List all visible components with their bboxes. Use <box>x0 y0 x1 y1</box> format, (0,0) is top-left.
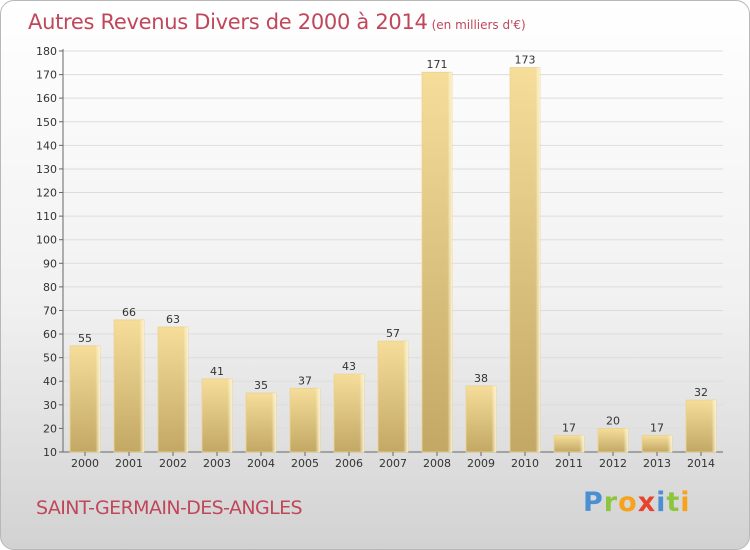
bar-highlight <box>70 345 100 452</box>
data-label: 17 <box>650 421 664 434</box>
logo-letter: i <box>680 487 691 518</box>
bars: 55 66 63 41 35 37 43 57 171 38 173 17 20 17 32 <box>69 54 717 453</box>
y-tick-label: 120 <box>36 187 57 200</box>
bar-highlight <box>598 428 628 452</box>
y-tick-label: 10 <box>43 446 57 459</box>
y-tick-label: 90 <box>43 257 57 270</box>
x-axis: 2000 2001 2002 2003 2004 2005 2006 2007 2008 2009… <box>71 452 715 470</box>
data-label: 20 <box>606 414 620 427</box>
bar-highlight <box>378 341 408 452</box>
bar-highlight <box>246 393 276 452</box>
x-tick-label: 2006 <box>335 457 363 470</box>
y-tick-label: 20 <box>43 422 57 435</box>
bar-highlight <box>114 319 144 452</box>
bar-highlight <box>158 326 188 452</box>
data-label: 32 <box>694 386 708 399</box>
logo-letter: x <box>637 487 657 518</box>
data-label: 37 <box>298 374 312 387</box>
logo-letter: P <box>583 487 604 518</box>
y-tick-label: 30 <box>43 399 57 412</box>
data-label: 63 <box>166 313 180 326</box>
data-label: 17 <box>562 421 576 434</box>
y-tick-label: 130 <box>36 163 57 176</box>
chart-unit: (en milliers d'€) <box>431 18 526 32</box>
bar-highlight <box>202 378 232 452</box>
bar-highlight <box>642 435 672 452</box>
chart-title-text: Autres Revenus Divers de 2000 à 2014 <box>28 10 428 34</box>
x-tick-label: 2007 <box>379 457 407 470</box>
bar-highlight <box>510 67 540 452</box>
y-tick-label: 140 <box>36 139 57 152</box>
proxiti-logo: Proxiti <box>583 487 691 518</box>
x-tick-label: 2005 <box>291 457 319 470</box>
x-tick-label: 2009 <box>467 457 495 470</box>
y-tick-label: 160 <box>36 92 57 105</box>
data-label: 57 <box>386 327 400 340</box>
bar-highlight <box>422 72 452 453</box>
data-label: 43 <box>342 360 356 373</box>
y-tick-label: 60 <box>43 328 57 341</box>
data-label: 41 <box>210 365 224 378</box>
y-tick-label: 170 <box>36 69 57 82</box>
x-tick-label: 2011 <box>555 457 583 470</box>
x-tick-label: 2014 <box>687 457 715 470</box>
x-tick-label: 2004 <box>247 457 275 470</box>
bar-highlight <box>334 374 364 452</box>
y-tick-label: 100 <box>36 234 57 247</box>
y-tick-label: 40 <box>43 375 57 388</box>
bar-highlight <box>686 400 716 452</box>
data-label: 55 <box>78 332 92 345</box>
y-tick-label: 50 <box>43 352 57 365</box>
bar-highlight <box>466 385 496 452</box>
x-tick-label: 2013 <box>643 457 671 470</box>
x-tick-label: 2012 <box>599 457 627 470</box>
x-tick-label: 2010 <box>511 457 539 470</box>
data-label: 66 <box>122 306 136 319</box>
bar-highlight <box>290 388 320 452</box>
y-tick-label: 110 <box>36 210 57 223</box>
bar-highlight <box>554 435 584 452</box>
x-tick-label: 2002 <box>159 457 187 470</box>
data-label: 171 <box>427 58 448 71</box>
logo-letter: o <box>618 487 638 518</box>
logo-letter: r <box>603 487 619 518</box>
data-label: 173 <box>515 54 536 67</box>
y-tick-label: 80 <box>43 281 57 294</box>
chart-title: Autres Revenus Divers de 2000 à 2014 (en … <box>28 10 526 34</box>
x-tick-label: 2000 <box>71 457 99 470</box>
x-tick-label: 2003 <box>203 457 231 470</box>
data-label: 35 <box>254 379 268 392</box>
commune-name: SAINT-GERMAIN-DES-ANGLES <box>36 497 303 519</box>
x-tick-label: 2008 <box>423 457 451 470</box>
y-tick-label: 150 <box>36 116 57 129</box>
logo-letter: t <box>666 487 681 518</box>
x-tick-label: 2001 <box>115 457 143 470</box>
logo-letter: i <box>656 487 667 518</box>
y-tick-label: 70 <box>43 304 57 317</box>
data-label: 38 <box>474 372 488 385</box>
y-tick-label: 180 <box>36 45 57 58</box>
